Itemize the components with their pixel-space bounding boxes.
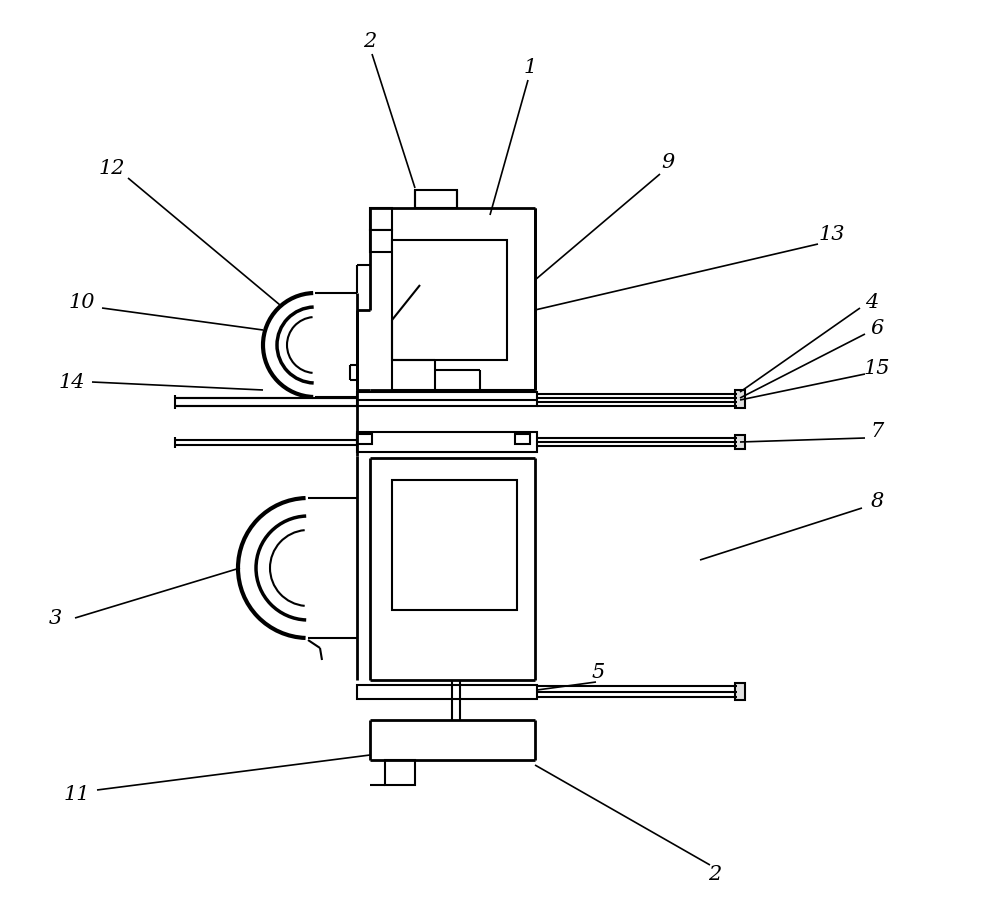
Bar	[392, 240, 507, 360]
Text: 12: 12	[99, 158, 125, 178]
Bar	[392, 480, 517, 610]
Text: 2: 2	[363, 32, 377, 52]
Bar	[735, 435, 745, 449]
Bar	[370, 208, 392, 230]
Text: 1: 1	[523, 59, 537, 77]
Bar	[735, 390, 745, 408]
Text: 2: 2	[708, 866, 722, 884]
Text: 14: 14	[59, 372, 85, 391]
Text: 4: 4	[865, 293, 879, 311]
Bar	[370, 230, 392, 252]
Bar	[735, 683, 745, 700]
Bar	[515, 434, 530, 444]
Text: 5: 5	[591, 662, 605, 682]
Bar	[357, 434, 372, 444]
Text: 10: 10	[69, 293, 95, 311]
Bar	[357, 432, 537, 452]
Text: 6: 6	[870, 319, 884, 337]
Text: 11: 11	[64, 786, 90, 805]
Bar	[415, 190, 457, 208]
Text: 15: 15	[864, 358, 890, 378]
Text: 9: 9	[661, 153, 675, 171]
Bar	[357, 685, 537, 699]
Text: 3: 3	[48, 609, 62, 627]
Bar	[385, 760, 415, 785]
Text: 8: 8	[870, 493, 884, 511]
Text: 13: 13	[819, 226, 845, 244]
Text: 7: 7	[870, 423, 884, 441]
Bar	[357, 392, 537, 406]
